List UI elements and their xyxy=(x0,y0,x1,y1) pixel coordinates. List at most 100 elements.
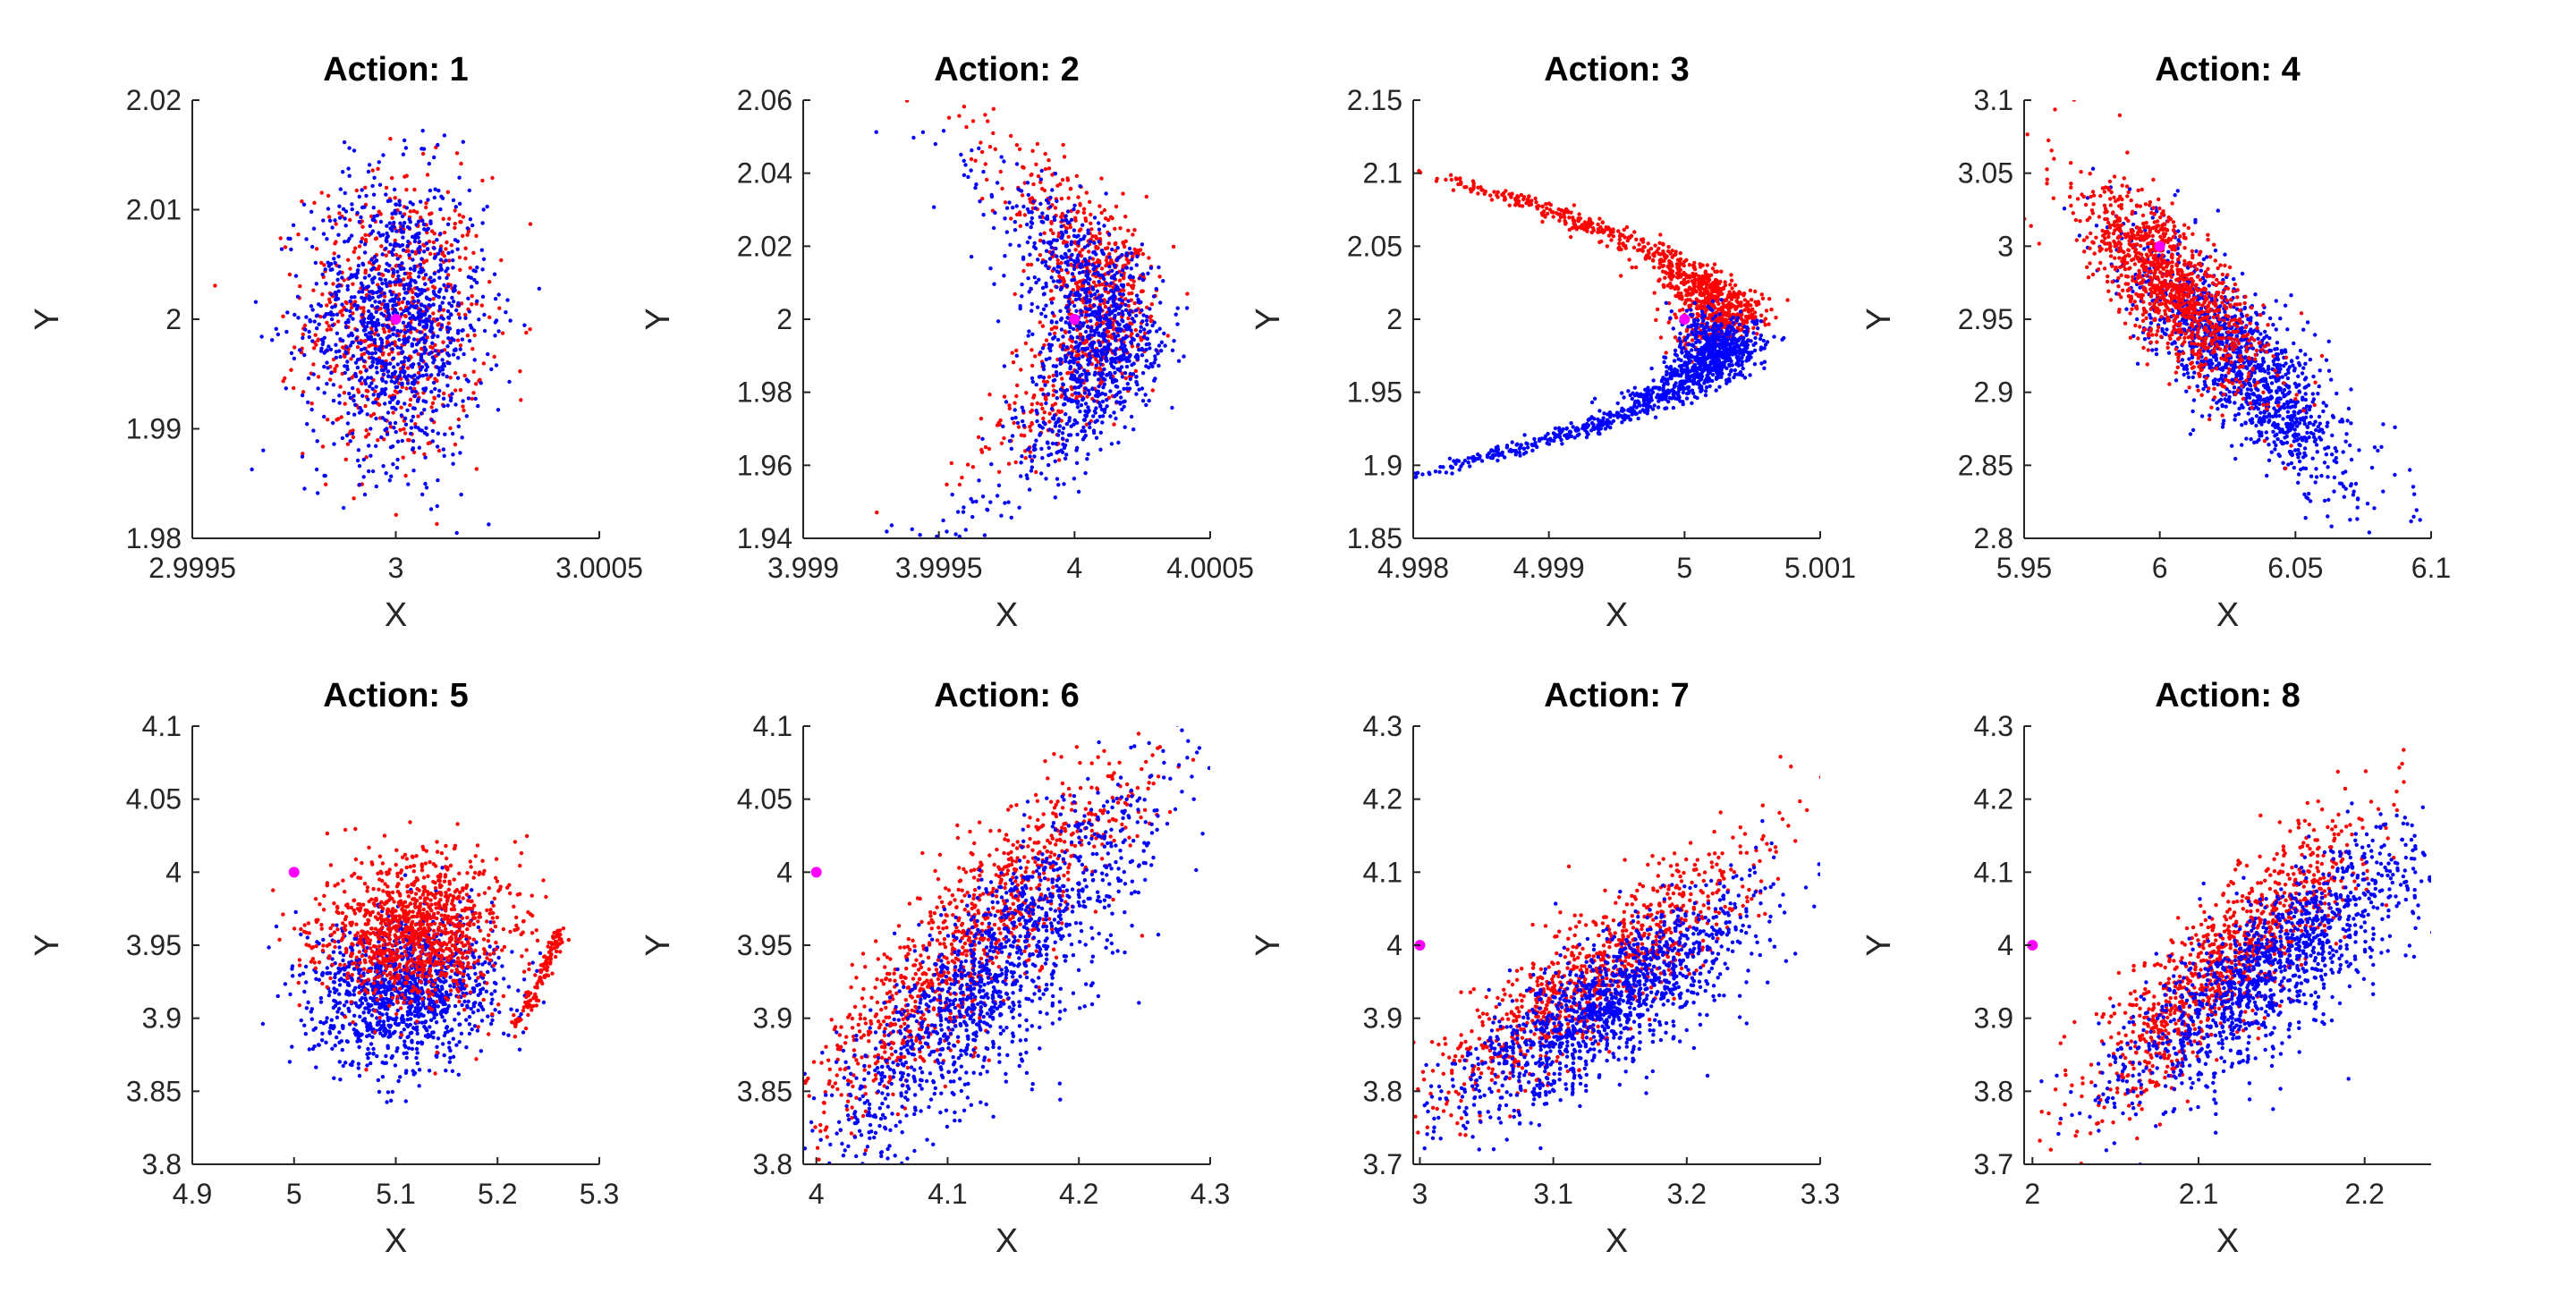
scatter-point xyxy=(455,531,459,535)
scatter-point xyxy=(453,226,456,230)
scatter-point xyxy=(294,274,298,277)
scatter-point xyxy=(393,280,396,283)
scatter-point xyxy=(1056,433,1060,436)
scatter-point xyxy=(481,295,485,299)
scatter-point xyxy=(964,528,968,531)
scatter-point xyxy=(453,284,457,288)
scatter-point xyxy=(1086,243,1089,247)
scatter-point xyxy=(386,335,389,339)
scatter-point xyxy=(945,93,949,97)
scatter-point xyxy=(1134,251,1138,255)
scatter-point xyxy=(1147,366,1150,369)
scatter-point xyxy=(402,402,406,405)
scatter-point xyxy=(1052,279,1055,283)
scatter-point xyxy=(1059,255,1063,258)
scatter-point xyxy=(1082,418,1086,421)
scatter-point xyxy=(391,444,394,448)
scatter-point xyxy=(1126,283,1130,286)
scatter-point xyxy=(310,402,314,405)
scatter-point xyxy=(482,258,486,261)
scatter-point xyxy=(357,448,360,452)
scatter-point xyxy=(1039,471,1043,475)
scatter-point xyxy=(442,447,445,451)
scatter-point xyxy=(474,269,478,273)
scatter-point xyxy=(1030,216,1034,220)
scatter-point xyxy=(409,398,412,402)
scatter-point xyxy=(1132,279,1136,283)
scatter-point xyxy=(912,94,916,97)
scatter-point xyxy=(329,327,333,331)
scatter-point xyxy=(365,428,369,432)
scatter-point xyxy=(1563,216,1566,219)
scatter-point xyxy=(1125,365,1129,368)
scatter-point xyxy=(1080,355,1084,359)
scatter-point xyxy=(403,356,407,359)
scatter-point xyxy=(1145,323,1148,326)
scatter-point xyxy=(396,362,400,366)
scatter-point xyxy=(441,300,445,304)
scatter-point xyxy=(1081,426,1085,429)
scatter-point xyxy=(1020,454,1023,458)
scatter-point xyxy=(1035,419,1038,423)
scatter-point xyxy=(1738,303,1741,307)
scatter-point xyxy=(470,294,474,298)
scatter-point xyxy=(451,266,454,269)
scatter-point xyxy=(390,396,394,400)
scatter-point xyxy=(1141,278,1145,282)
scatter-point xyxy=(1051,442,1055,445)
scatter-point xyxy=(358,220,361,224)
scatter-point xyxy=(1016,421,1020,425)
scatter-point xyxy=(363,250,367,254)
scatter-point xyxy=(1055,199,1058,203)
scatter-point xyxy=(429,390,433,393)
scatter-point xyxy=(1456,182,1460,186)
scatter-point xyxy=(428,315,431,318)
scatter-point xyxy=(445,241,448,244)
scatter-point xyxy=(1013,220,1017,224)
scatter-point xyxy=(358,464,361,468)
scatter-point xyxy=(1121,375,1124,378)
scatter-point xyxy=(376,438,379,442)
scatter-point xyxy=(1011,434,1014,437)
scatter-point xyxy=(1063,252,1067,256)
scatter-point xyxy=(384,247,387,250)
scatter-point xyxy=(1172,339,1175,342)
scatter-point xyxy=(1093,373,1097,376)
scatter-point xyxy=(344,321,348,325)
scatter-point xyxy=(978,199,981,203)
scatter-point xyxy=(332,383,335,386)
scatter-point xyxy=(1097,377,1100,381)
scatter-point xyxy=(446,223,450,226)
scatter-point xyxy=(1016,187,1020,190)
scatter-point xyxy=(1056,258,1060,262)
scatter-point xyxy=(1736,295,1740,299)
scatter-point xyxy=(428,189,432,192)
scatter-point xyxy=(472,278,476,282)
scatter-point xyxy=(1733,368,1737,372)
scatter-point xyxy=(357,256,360,259)
scatter-point xyxy=(388,478,392,482)
scatter-point xyxy=(414,292,418,296)
scatter-point xyxy=(416,299,419,302)
scatter-point xyxy=(1706,300,1709,303)
scatter-point xyxy=(364,333,368,336)
scatter-point xyxy=(1118,390,1122,393)
scatter-point xyxy=(1121,268,1124,272)
scatter-point xyxy=(437,276,441,280)
scatter-point xyxy=(1118,279,1122,283)
scatter-point xyxy=(447,301,451,305)
scatter-point xyxy=(376,167,379,171)
scatter-point xyxy=(1450,178,1453,182)
scatter-point xyxy=(434,349,437,352)
scatter-point xyxy=(1711,294,1715,298)
scatter-point xyxy=(1045,199,1048,202)
scatter-point xyxy=(1118,292,1122,296)
scatter-point xyxy=(406,438,410,442)
scatter-point xyxy=(1043,292,1046,295)
scatter-point xyxy=(388,401,392,404)
scatter-point xyxy=(1136,358,1140,361)
scatter-point xyxy=(1663,252,1666,256)
scatter-point xyxy=(950,461,953,465)
scatter-point xyxy=(959,545,962,548)
scatter-point xyxy=(346,166,350,170)
